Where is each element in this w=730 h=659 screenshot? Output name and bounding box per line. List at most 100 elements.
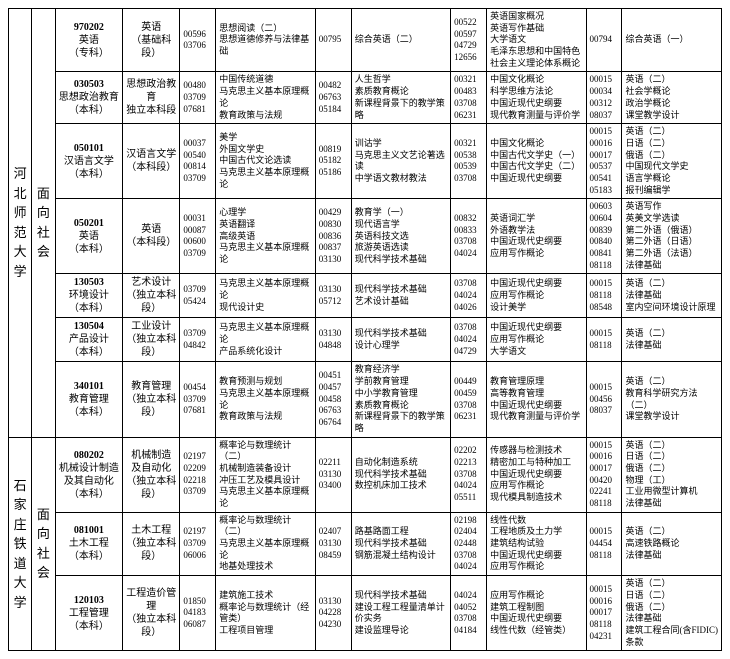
course-code-cell: 00321005380053903708 <box>451 124 487 199</box>
course-code-cell: 0220202213037080402405511 <box>451 437 487 512</box>
major-cell: 080202机械设计制造及其自动化（本科） <box>55 437 123 512</box>
course-code-cell: 00015000340031208037 <box>586 72 622 124</box>
course-name-cell: 现代科学技术基础建设工程工程量清单计价实务建设监理导论 <box>351 576 450 651</box>
course-code-cell: 000150001600017005370054105183 <box>586 124 622 199</box>
course-code-cell: 00795 <box>315 9 351 72</box>
major-cell: 030503思想政治教育（本科） <box>55 72 123 124</box>
major-cell: 970202英语（专科） <box>55 9 123 72</box>
type-cell: 工程造价管理（独立本科段） <box>123 576 180 651</box>
course-code-cell: 000150811808548 <box>586 274 622 318</box>
course-code-cell: 00794 <box>586 9 622 72</box>
course-code-cell: 0001500016000170811804231 <box>586 576 622 651</box>
course-code-cell: 00321004830370806231 <box>451 72 487 124</box>
course-code-cell: 0045100457004580676306764 <box>315 362 351 437</box>
type-cell: 思想政治教育独立本科段 <box>123 72 180 124</box>
course-name-cell: 英语（二）社会学概论政治学概论课堂教学设计 <box>622 72 722 124</box>
course-code-cell: 0313004848 <box>315 318 351 362</box>
course-name-cell: 综合英语（一） <box>622 9 722 72</box>
university-cell: 石家庄铁道大学 <box>9 437 32 651</box>
type-cell: 工业设计（独立本科段） <box>123 318 180 362</box>
type-cell: 教育管理（独立本科段） <box>123 362 180 437</box>
course-code-cell: 0370905424 <box>180 274 216 318</box>
course-name-cell: 中国传统道德马克思主义基本原理概论教育政策与法规 <box>216 72 315 124</box>
course-name-cell: 概率论与数理统计（二）马克思主义基本原理概论地基处理技术 <box>216 512 315 575</box>
course-name-cell: 现代科学技术基础艺术设计基础 <box>351 274 450 318</box>
course-name-cell: 传感器与检测技术精密加工与特种加工中国近现代史纲要应用写作概论现代模具制造技术 <box>487 437 586 512</box>
major-cell: 081001土木工程（本科） <box>55 512 123 575</box>
course-name-cell: 教育学（一）现代语言学英语科技文选旅游英语选读现代科学技术基础 <box>351 199 450 274</box>
course-code-cell: 004820676305184 <box>315 72 351 124</box>
course-name-cell: 综合英语（二） <box>351 9 450 72</box>
course-name-cell: 英语（二）法律基础室内空间环境设计原理 <box>622 274 722 318</box>
course-code-cell: 031300422804230 <box>315 576 351 651</box>
type-cell: 英语（本科段） <box>123 199 180 274</box>
course-name-cell: 教育经济学学前教育管理中小学教育管理素质教育概论新课程背景下的教学策略 <box>351 362 450 437</box>
type-cell: 艺术设计（独立本科段） <box>123 274 180 318</box>
major-cell: 340101教育管理（本科） <box>55 362 123 437</box>
course-code-cell: 00522005970472912656 <box>451 9 487 72</box>
course-name-cell: 教育预测与规划马克思主义基本原理概论教育政策与法规 <box>216 362 315 437</box>
course-name-cell: 英语（二）教育科学研究方法（二）课堂教学设计 <box>622 362 722 437</box>
course-name-cell: 应用写作概论建筑工程制图中国近现代史纲要线性代数（经管类） <box>487 576 586 651</box>
course-name-cell: 英语（二）日语（二）俄语（二）中国现代文学史语言学概论报刊编辑学 <box>622 124 722 199</box>
course-code-cell: 021970370906006 <box>180 512 216 575</box>
course-name-cell: 马克思主义基本原理概论现代设计史 <box>216 274 315 318</box>
course-name-cell: 英语词汇学外语教学法中国近现代史纲要应用写作概论 <box>487 199 586 274</box>
major-cell: 130503环境设计（本科） <box>55 274 123 318</box>
course-code-cell: 00037005400081403709 <box>180 124 216 199</box>
major-cell: 050201英语（本科） <box>55 199 123 274</box>
course-name-cell: 中国文化概论科学思维方法论中国近现代史纲要现代教育测量与评价学 <box>487 72 586 124</box>
course-name-cell: 美学外国文学史中国古代文论选读马克思主义基本原理概论 <box>216 124 315 199</box>
course-code-cell: 0313005712 <box>315 274 351 318</box>
major-cell: 050101汉语言文学（本科） <box>55 124 123 199</box>
course-code-cell: 0042900830008360083703130 <box>315 199 351 274</box>
course-code-cell: 022110313003400 <box>315 437 351 512</box>
course-name-cell: 概率论与数理统计（二）机械制造装备设计冲压工艺及模具设计马克思主义基本原理概论 <box>216 437 315 512</box>
course-code-cell: 0219802404024480370804024 <box>451 512 487 575</box>
course-name-cell: 人生哲学素质教育概论新课程背景下的教学策略 <box>351 72 450 124</box>
course-name-cell: 中国近现代史纲要应用写作概论大学语文 <box>487 318 586 362</box>
curriculum-table: 河北师范大学面向社会 970202英语（专科）英语（基础科段）0059603706… <box>8 8 722 651</box>
course-code-cell: 0059603706 <box>180 9 216 72</box>
course-name-cell: 英语写作英美文学选读第二外语（俄语）第二外语（日语）第二外语（法语）法律基础 <box>622 199 722 274</box>
type-cell: 汉语言文学（本科段） <box>123 124 180 199</box>
course-name-cell: 中国文化概论中国古代文学史（一）中国古代文学史（二）中国近现代史纲要 <box>487 124 586 199</box>
course-code-cell: 000150045608037 <box>586 362 622 437</box>
course-code-cell: 008190518205186 <box>315 124 351 199</box>
major-cell: 130504产品设计（本科） <box>55 318 123 362</box>
course-code-cell: 02197022090221803709 <box>180 437 216 512</box>
course-name-cell: 训诂学马克思主义文艺论著选读中学语文教材教法 <box>351 124 450 199</box>
course-code-cell: 018500418306087 <box>180 576 216 651</box>
course-name-cell: 线性代数工程地质及土力学建筑结构试验中国近现代史纲要应用写作概论 <box>487 512 586 575</box>
major-cell: 120103工程管理（本科） <box>55 576 123 651</box>
course-name-cell: 英语（二）日语（二）俄语（二）物理（工）工业用微型计算机法律基础 <box>622 437 722 512</box>
course-code-cell: 004540370907681 <box>180 362 216 437</box>
course-name-cell: 英语（二）法律基础 <box>622 318 722 362</box>
course-code-cell: 037080402404729 <box>451 318 487 362</box>
course-code-cell: 006030060400839008400084108118 <box>586 199 622 274</box>
course-code-cell: 04024040520370804184 <box>451 576 487 651</box>
course-code-cell: 024070313008459 <box>315 512 351 575</box>
type-cell: 机械制造及自动化（独立本科段） <box>123 437 180 512</box>
course-name-cell: 思想阅读（二）思想道德修养与法律基础 <box>216 9 315 72</box>
course-code-cell: 000150445408118 <box>586 512 622 575</box>
type-cell: 土木工程（独立本科段） <box>123 512 180 575</box>
direction-cell: 面向社会 <box>32 437 55 651</box>
university-cell: 河北师范大学 <box>9 9 32 438</box>
course-code-cell: 00031000870060003709 <box>180 199 216 274</box>
course-code-cell: 004800370907681 <box>180 72 216 124</box>
course-name-cell: 英语（二）日语（二）俄语（二）法律基础建筑工程合同(含FIDIC)条款 <box>622 576 722 651</box>
course-name-cell: 路基路面工程现代科学技术基础钢筋混凝土结构设计 <box>351 512 450 575</box>
course-code-cell: 000150001600017004200224108118 <box>586 437 622 512</box>
course-code-cell: 037080402404026 <box>451 274 487 318</box>
course-name-cell: 英语（二）高速铁路概论法律基础 <box>622 512 722 575</box>
course-name-cell: 中国近现代史纲要应用写作概论设计美学 <box>487 274 586 318</box>
course-code-cell: 00832008330370804024 <box>451 199 487 274</box>
course-name-cell: 教育管理原理高等教育管理中国近现代史纲要现代教育测量与评价学 <box>487 362 586 437</box>
course-name-cell: 心理学英语翻译高级英语马克思主义基本原理概论 <box>216 199 315 274</box>
course-code-cell: 00449004590370806231 <box>451 362 487 437</box>
course-name-cell: 建筑施工技术概率论与数理统计（经管类）工程项目管理 <box>216 576 315 651</box>
course-name-cell: 自动化制造系统现代科学技术基础数控机床加工技术 <box>351 437 450 512</box>
type-cell: 英语（基础科段） <box>123 9 180 72</box>
course-code-cell: 0370904842 <box>180 318 216 362</box>
